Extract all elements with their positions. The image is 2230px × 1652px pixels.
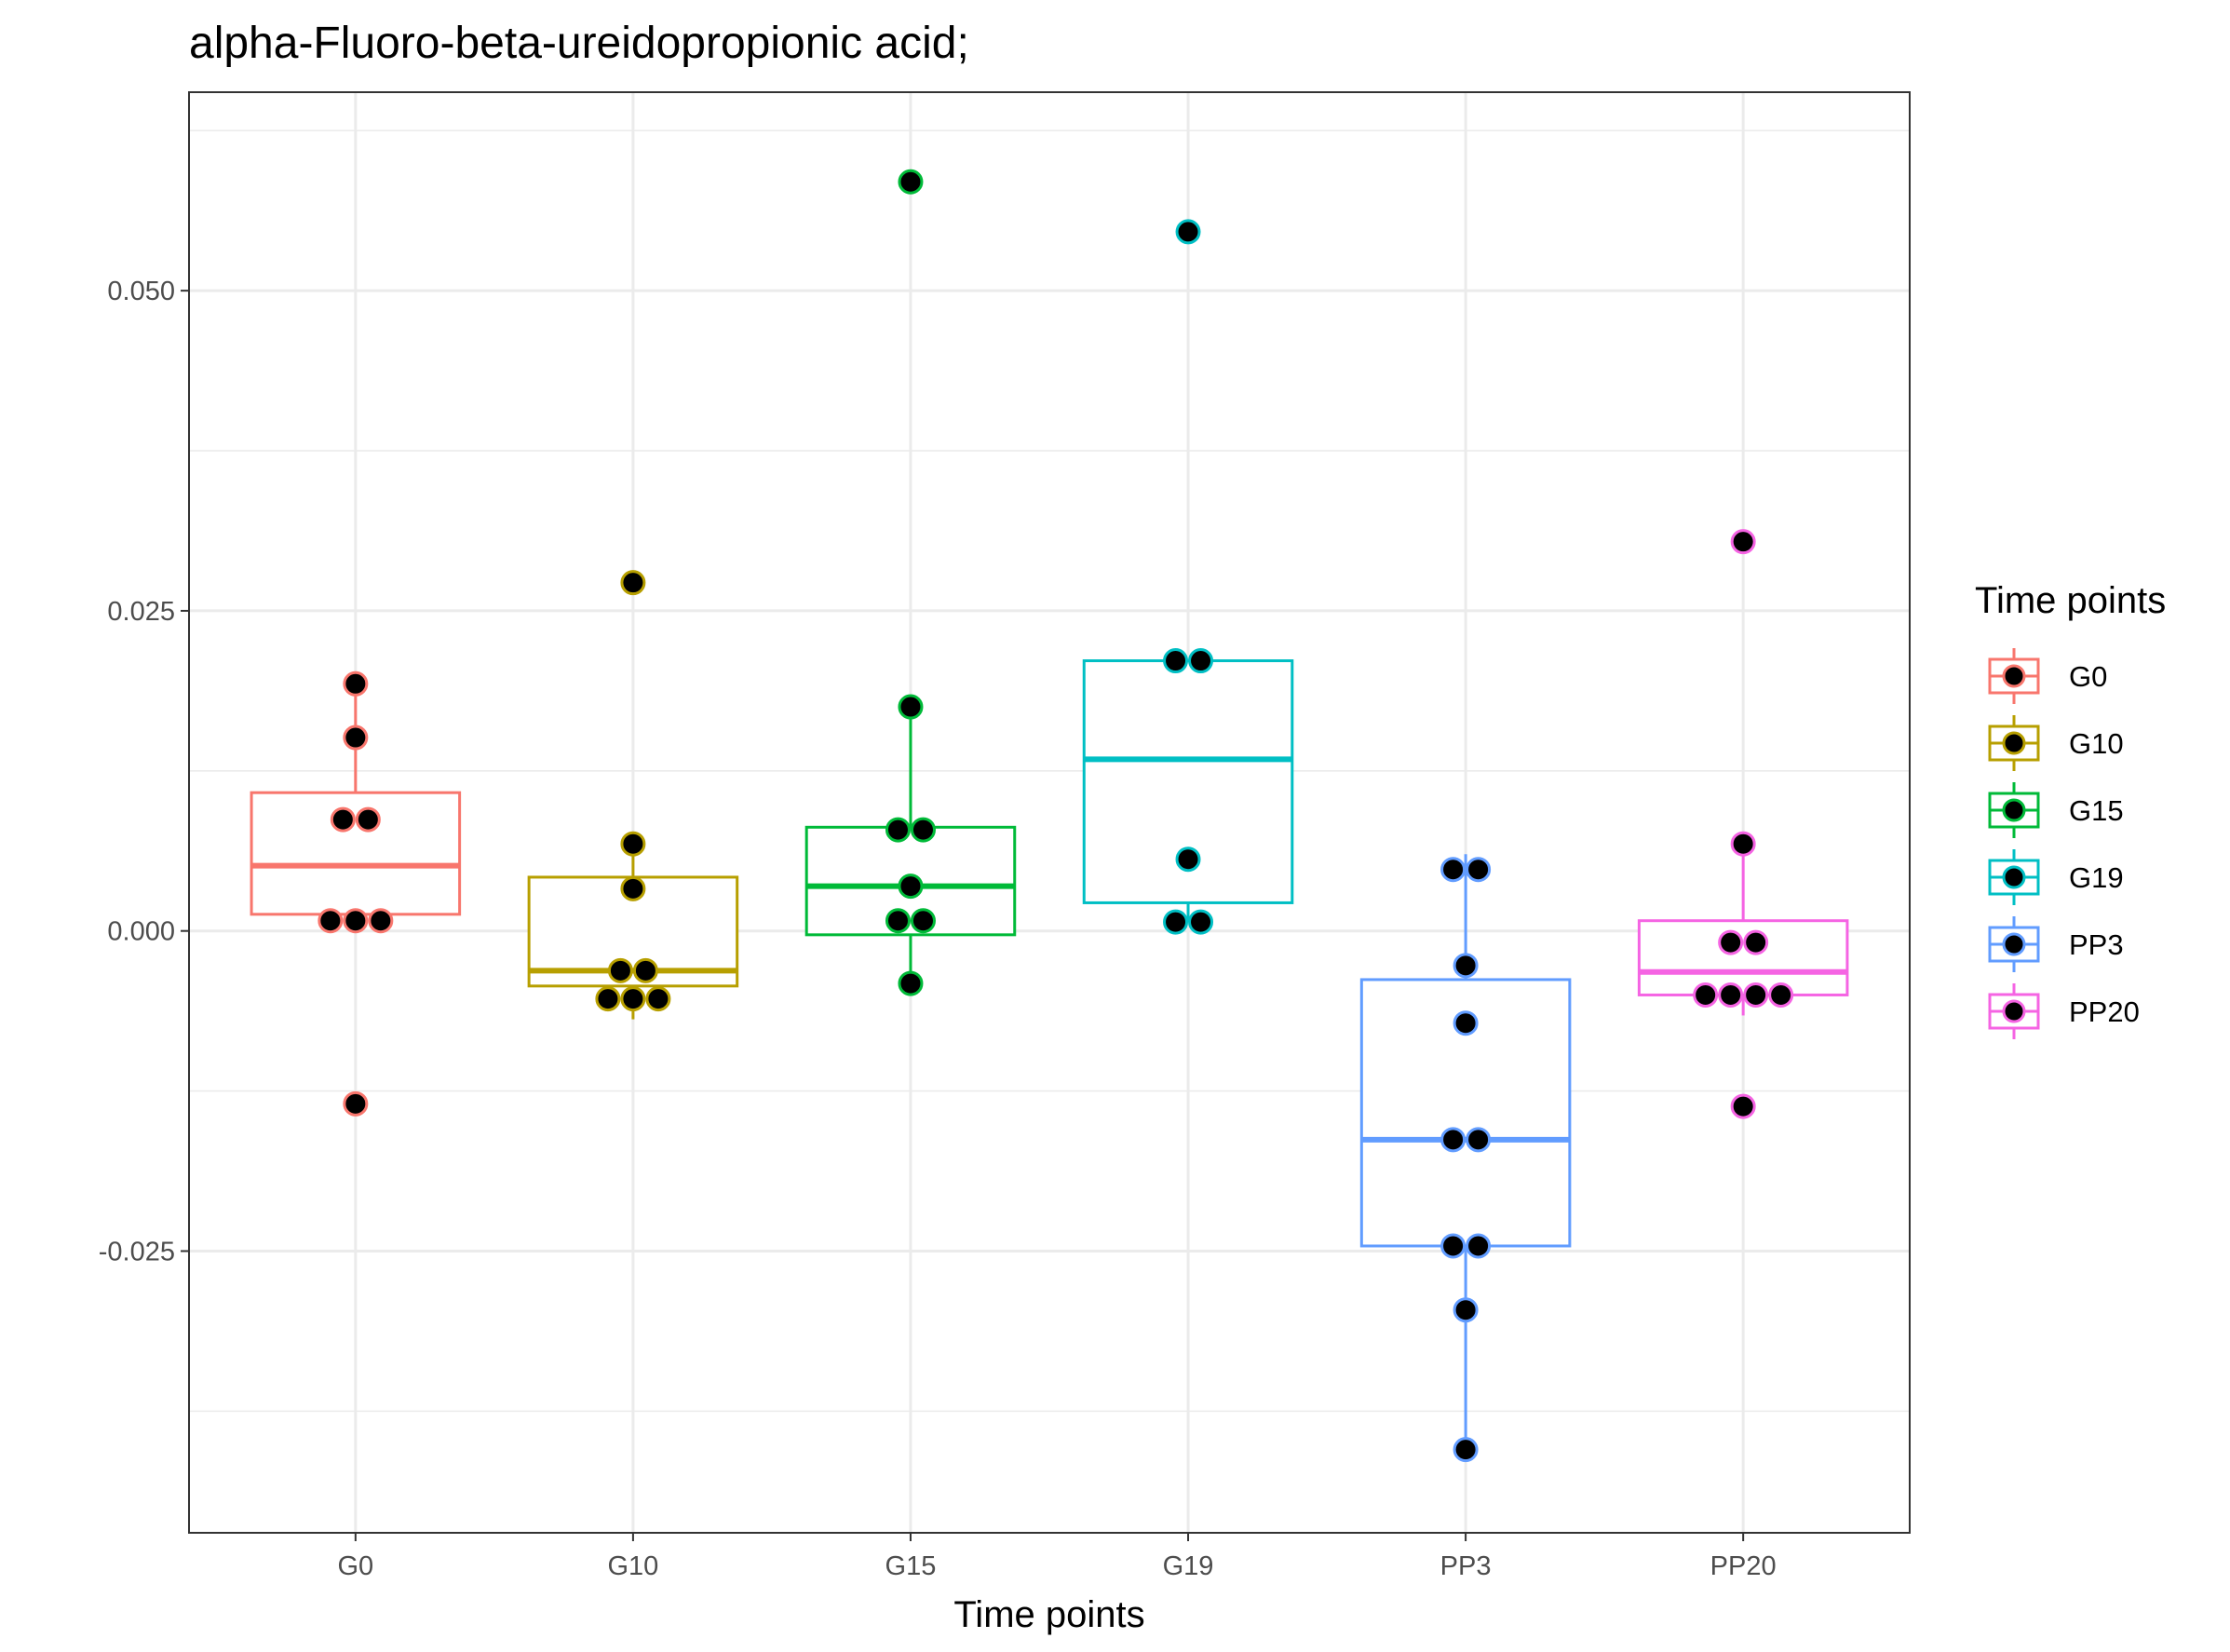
data-point [595,986,621,1012]
legend-item-G19: G19 [1988,849,2124,905]
data-point [885,908,911,934]
legend-item-G15: G15 [1988,782,2124,838]
y-tick-label: 0.050 [107,277,175,306]
legend-label: G19 [2069,861,2124,894]
x-tick-label: G19 [1163,1551,1214,1581]
legend-item-PP3: PP3 [1988,916,2124,972]
data-point [1163,909,1189,935]
legend-label: PP3 [2069,928,2124,961]
legend-label: PP20 [2069,995,2140,1028]
data-point [355,806,381,833]
data-point [1188,648,1214,674]
y-axis: -0.025 0.000 0.025 0.050 [99,277,189,1266]
chart-title: alpha-Fluoro-beta-ureidopropionic acid; [189,19,969,68]
y-tick-label: -0.025 [99,1237,175,1266]
data-point [1466,1233,1492,1259]
data-point [620,831,646,857]
plot-background [189,92,1910,1533]
legend-item-PP20: PP20 [1988,983,2140,1039]
legend-key-point [2002,798,2026,822]
data-point [620,875,646,901]
data-point [1188,909,1214,935]
legend-key-point [2002,999,2026,1023]
box-body [1637,919,1849,996]
data-point [1743,982,1769,1008]
legend-key-point [2002,664,2026,688]
data-point [1730,529,1756,555]
data-point [1693,982,1719,1008]
data-point [368,908,394,934]
legend: Time points G0 G10 G15 G19 PP3 PP20 [1975,580,2166,1039]
legend-title: Time points [1975,580,2166,621]
data-point [898,694,924,720]
data-point [607,957,633,983]
points-layer [318,169,1794,1463]
data-point [1466,1127,1492,1153]
x-tick-label: G0 [337,1551,373,1581]
data-point [1718,982,1744,1008]
plot-border [188,91,1911,1534]
data-point [910,908,936,934]
box-body [250,791,462,916]
data-point [1175,219,1201,245]
x-tick-label: PP3 [1440,1551,1492,1581]
data-point [1453,1297,1479,1323]
data-point [1440,1127,1466,1153]
legend-label: G15 [2069,794,2124,827]
legend-item-G10: G10 [1988,715,2124,771]
data-point [1768,982,1794,1008]
x-axis: G0 G10 G15 G19 PP3 PP20 [337,1533,1777,1581]
legend-label: G10 [2069,727,2124,760]
box-PP20 [1637,844,1849,1016]
data-point [898,873,924,900]
data-point [1440,1233,1466,1259]
legend-key-point [2002,865,2026,889]
data-point [885,817,911,843]
data-point [343,1090,369,1117]
data-point [1163,648,1189,674]
data-point [1730,1093,1756,1119]
box-G0 [250,684,462,921]
data-point [910,817,936,843]
legend-key-point [2002,731,2026,755]
data-point [330,806,356,833]
x-tick-label: G10 [607,1551,658,1581]
data-point [343,724,369,751]
x-axis-title: Time points [953,1594,1144,1635]
legend-label: G0 [2069,660,2107,693]
data-point [632,957,658,983]
box-G19 [1082,659,1294,923]
data-point [1175,846,1201,873]
data-point [1453,953,1479,979]
data-point [343,908,369,934]
data-point [343,670,369,697]
data-point [898,970,924,996]
data-point [645,986,671,1012]
data-point [1453,1437,1479,1463]
data-point [1743,929,1769,955]
data-point [620,570,646,596]
data-point [318,908,344,934]
y-tick-label: 0.025 [107,597,175,627]
data-point [1718,929,1744,955]
data-point [620,986,646,1012]
data-point [1440,857,1466,883]
data-point [1466,857,1492,883]
data-point [1453,1010,1479,1036]
legend-item-G0: G0 [1988,648,2107,704]
data-point [898,169,924,195]
data-point [1730,831,1756,857]
x-tick-label: PP20 [1710,1551,1777,1581]
y-tick-label: 0.000 [107,917,175,947]
x-tick-label: G15 [885,1551,937,1581]
legend-key-point [2002,932,2026,956]
